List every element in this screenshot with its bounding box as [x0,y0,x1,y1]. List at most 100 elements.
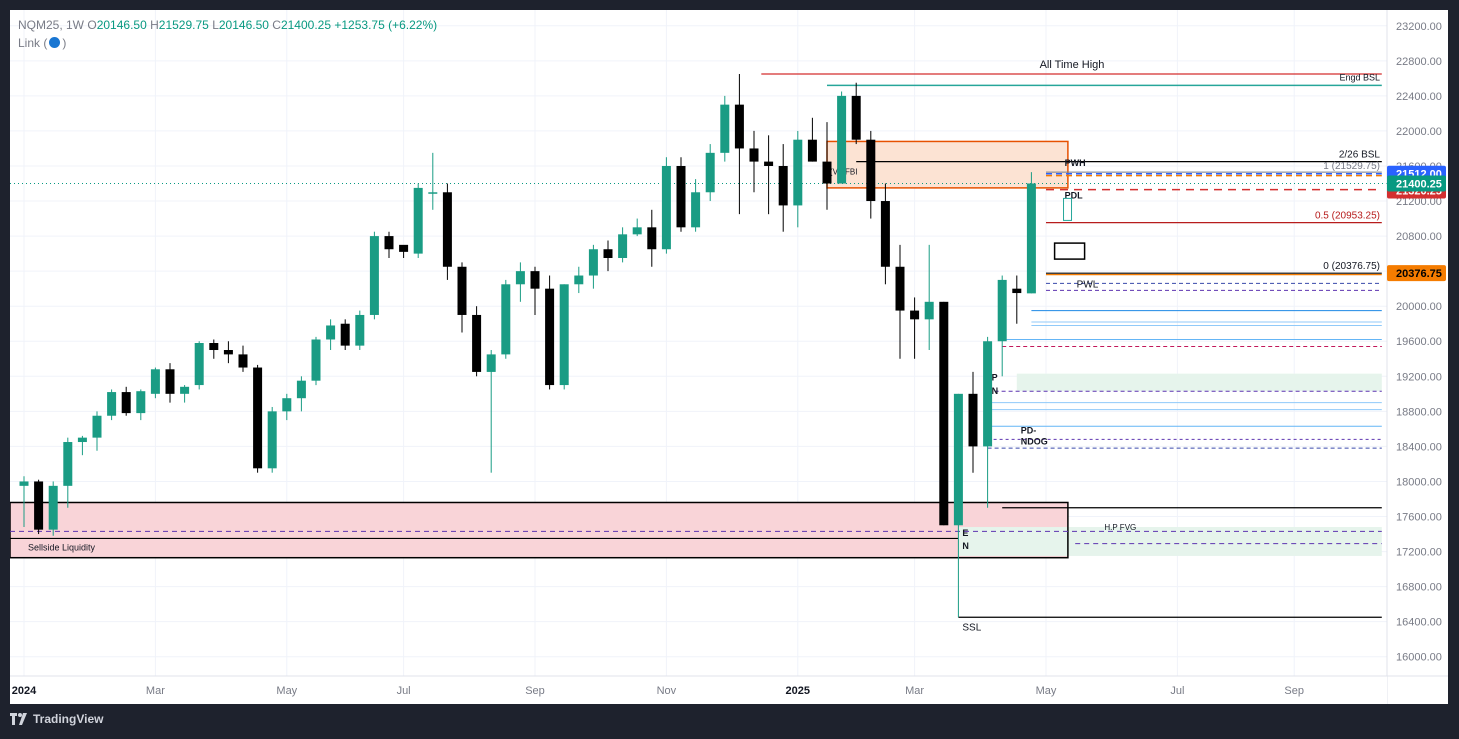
candle-up[interactable] [559,284,569,386]
candle-down[interactable] [223,350,233,355]
candle-down[interactable] [472,314,482,372]
y-tick-label: 20800.00 [1396,231,1442,243]
candle-up[interactable] [501,284,511,355]
candle-up[interactable] [720,104,730,153]
candle-down[interactable] [939,301,949,526]
candle-up[interactable] [413,187,423,254]
candle-down[interactable] [603,249,613,258]
candle-up[interactable] [793,139,803,206]
candle-up[interactable] [77,437,87,443]
candle-up[interactable] [924,301,934,320]
bsl-226-label: 2/26 BSL [1339,150,1381,161]
candle-down[interactable] [442,192,452,267]
candle-up[interactable] [311,339,321,381]
candle-up[interactable] [355,314,365,346]
candle-up[interactable] [136,391,146,414]
candle-up[interactable] [983,341,993,447]
candle-up[interactable] [326,325,336,340]
candle-down[interactable] [764,161,774,166]
candle-down[interactable] [121,392,131,414]
annotation-box [1053,242,1086,260]
candle-up[interactable] [515,271,525,285]
candle-down[interactable] [1012,288,1022,294]
x-tick-label: Jul [1170,685,1184,697]
tradingview-logo[interactable]: TradingView [10,712,103,726]
candle-up[interactable] [92,415,102,438]
candle-down[interactable] [165,369,175,394]
link-dot-icon[interactable] [49,37,61,48]
candle-down[interactable] [340,323,350,346]
candle-up[interactable] [428,192,438,194]
time-axis[interactable] [10,676,1387,704]
green-zone-1 [1016,373,1382,392]
candle-down[interactable] [384,236,394,250]
candle-up[interactable] [63,442,73,486]
candle-up[interactable] [194,343,204,386]
open-label: O [87,18,97,32]
high-value: 21529.75 [158,18,209,32]
candle-down[interactable] [238,354,248,368]
ohlc-legend: NQM25, 1W O20146.50 H21529.75 L20146.50 … [18,18,437,32]
price-axis[interactable] [1387,10,1448,704]
candle-up[interactable] [486,354,496,372]
y-tick-label: 22400.00 [1396,91,1442,103]
candle-up[interactable] [691,192,701,228]
candle-up[interactable] [107,392,117,416]
candle-up[interactable] [150,369,160,394]
candle-down[interactable] [866,139,876,202]
candle-down[interactable] [910,310,920,320]
price-tag-last-text: 21400.25 [1396,178,1442,190]
candle-down[interactable] [851,95,861,140]
pwh-label: PWH [1065,158,1086,168]
chart-panel[interactable]: All Time High Engd BSL 2/26 BSL 1 (21529.75… [10,10,1448,704]
candle-up[interactable] [267,411,277,469]
y-tick-label: 17200.00 [1396,547,1442,559]
candle-down[interactable] [647,227,657,250]
low-value: 20146.50 [218,18,269,32]
candle-up[interactable] [705,152,715,193]
candle-up[interactable] [282,398,292,412]
link-legend[interactable]: Link () [18,36,66,50]
candle-down[interactable] [822,161,832,184]
candle-up[interactable] [19,481,29,486]
candle-down[interactable] [34,481,44,530]
candle-down[interactable] [399,244,409,252]
symbol-label[interactable]: NQM25, 1W [18,18,85,32]
hp-fvg-label: H.P FVG [1104,523,1136,532]
candle-up[interactable] [296,380,306,399]
candle-down[interactable] [807,139,817,162]
candle-up[interactable] [369,236,379,315]
candle-up[interactable] [953,393,963,526]
x-tick-label: May [1036,685,1057,697]
pd-ndog-label-4: NDOG [1021,437,1048,447]
candle-up[interactable] [632,227,642,235]
candle-up[interactable] [618,234,628,258]
candle-down[interactable] [676,165,686,228]
candle-up[interactable] [588,249,598,276]
pdl-label: PDL [1065,190,1084,200]
candle-down[interactable] [209,343,219,351]
candle-down[interactable] [968,393,978,447]
sellside-zone-border [10,501,1069,559]
candle-up[interactable] [48,485,58,530]
x-tick-label: Nov [657,685,677,697]
candle-up[interactable] [1026,183,1036,294]
y-tick-label: 19200.00 [1396,371,1442,383]
candle-up[interactable] [837,95,847,184]
candle-down[interactable] [880,201,890,267]
price-tag-last [1387,175,1446,192]
candle-down[interactable] [253,367,263,469]
candle-down[interactable] [778,165,788,206]
candle-up[interactable] [574,275,584,285]
candle-down[interactable] [530,271,540,289]
candle-down[interactable] [895,266,905,311]
candle-up[interactable] [180,386,190,394]
candle-up[interactable] [661,165,671,250]
x-tick-label: Mar [146,685,165,697]
candle-up[interactable] [997,279,1007,342]
candle-down[interactable] [734,104,744,149]
candle-down[interactable] [749,148,759,162]
candle-down[interactable] [545,288,555,386]
candle-down[interactable] [457,266,467,315]
